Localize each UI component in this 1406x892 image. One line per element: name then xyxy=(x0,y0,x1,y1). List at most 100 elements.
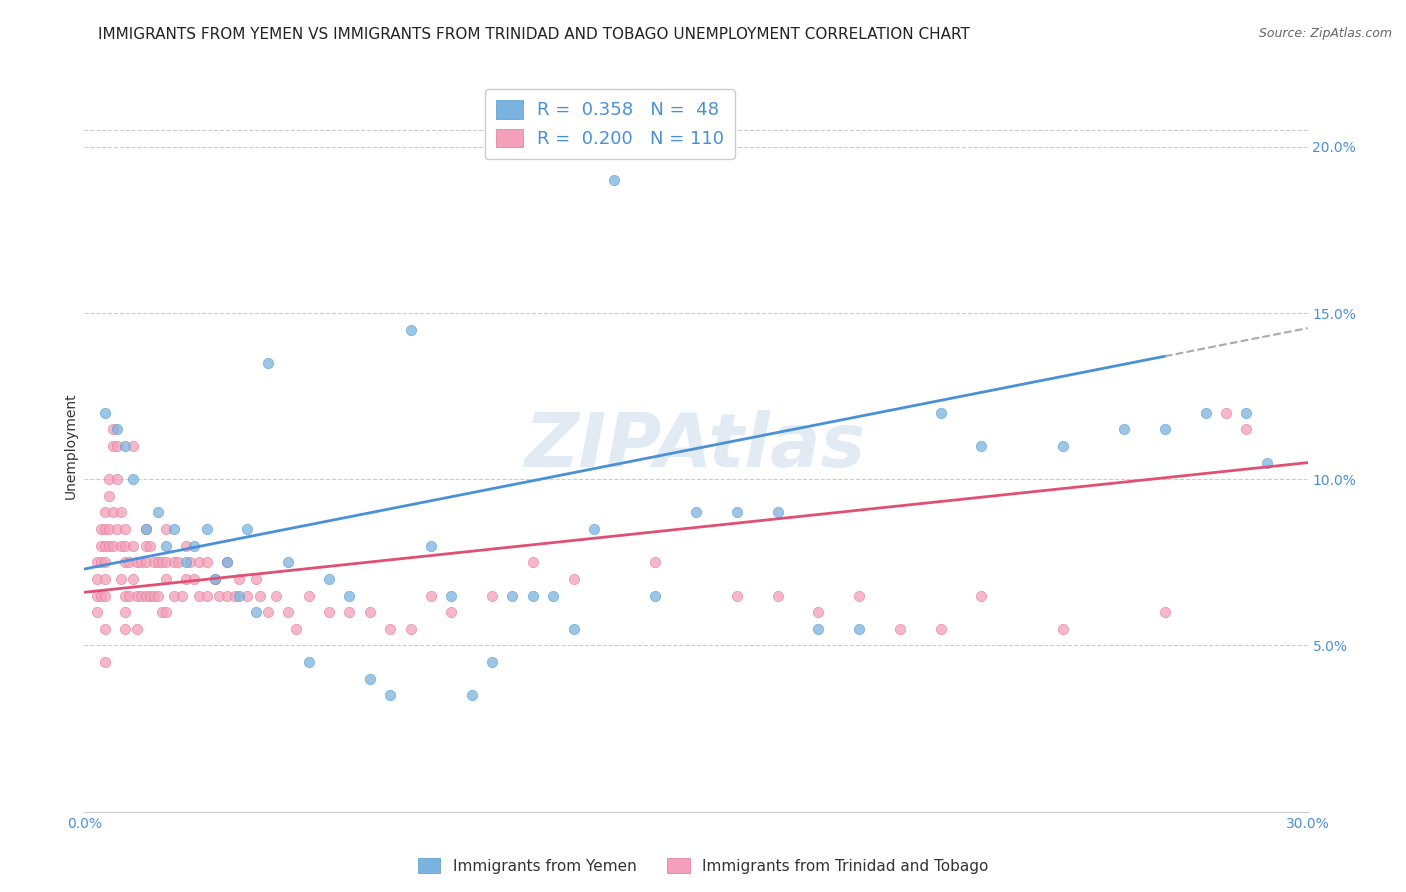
Point xyxy=(889,622,911,636)
Point xyxy=(1215,406,1237,420)
Point xyxy=(245,605,267,619)
Point xyxy=(97,472,120,486)
Point xyxy=(298,589,321,603)
Point xyxy=(1114,422,1136,436)
Point xyxy=(1256,456,1278,470)
Point xyxy=(90,589,112,603)
Point xyxy=(725,589,748,603)
Point xyxy=(380,689,402,703)
Point xyxy=(93,539,115,553)
Point xyxy=(583,522,606,536)
Point xyxy=(183,539,205,553)
Point xyxy=(122,472,145,486)
Point xyxy=(101,439,124,453)
Point xyxy=(150,605,173,619)
Point xyxy=(970,439,993,453)
Point xyxy=(118,555,141,569)
Point xyxy=(110,539,132,553)
Point xyxy=(86,589,108,603)
Point xyxy=(131,555,153,569)
Point xyxy=(257,605,280,619)
Y-axis label: Unemployment: Unemployment xyxy=(63,392,77,500)
Point xyxy=(224,589,246,603)
Point xyxy=(359,672,381,686)
Point xyxy=(420,589,443,603)
Point xyxy=(1236,406,1258,420)
Point xyxy=(90,555,112,569)
Point xyxy=(150,555,173,569)
Point xyxy=(970,589,993,603)
Point xyxy=(122,572,145,586)
Point xyxy=(142,555,165,569)
Point xyxy=(138,589,160,603)
Point xyxy=(217,589,239,603)
Point xyxy=(285,622,308,636)
Point xyxy=(174,539,197,553)
Point xyxy=(110,572,132,586)
Point xyxy=(114,605,136,619)
Point xyxy=(163,522,186,536)
Point xyxy=(93,622,115,636)
Point xyxy=(807,605,830,619)
Point xyxy=(187,555,209,569)
Point xyxy=(1195,406,1218,420)
Point xyxy=(131,589,153,603)
Point xyxy=(155,555,177,569)
Point xyxy=(135,522,157,536)
Text: ZIPAtlas: ZIPAtlas xyxy=(526,409,866,483)
Point xyxy=(135,539,157,553)
Point xyxy=(93,589,115,603)
Point xyxy=(264,589,287,603)
Point xyxy=(101,422,124,436)
Point xyxy=(105,422,128,436)
Point xyxy=(204,572,226,586)
Point xyxy=(101,539,124,553)
Point xyxy=(339,589,361,603)
Point xyxy=(502,589,524,603)
Point xyxy=(86,605,108,619)
Point xyxy=(562,622,585,636)
Point xyxy=(195,522,218,536)
Point xyxy=(127,622,149,636)
Point xyxy=(420,539,443,553)
Legend: R =  0.358   N =  48, R =  0.200   N = 110: R = 0.358 N = 48, R = 0.200 N = 110 xyxy=(485,89,735,159)
Point xyxy=(217,555,239,569)
Point xyxy=(929,622,952,636)
Point xyxy=(93,506,115,520)
Point xyxy=(93,522,115,536)
Point xyxy=(481,655,503,669)
Point xyxy=(1236,422,1258,436)
Point xyxy=(105,439,128,453)
Point xyxy=(127,589,149,603)
Point xyxy=(318,605,340,619)
Point xyxy=(155,572,177,586)
Point xyxy=(155,522,177,536)
Point xyxy=(114,439,136,453)
Point xyxy=(848,589,870,603)
Point xyxy=(644,589,666,603)
Point xyxy=(766,506,789,520)
Point xyxy=(204,572,226,586)
Point xyxy=(97,522,120,536)
Point xyxy=(105,472,128,486)
Point xyxy=(848,622,870,636)
Point xyxy=(114,539,136,553)
Point xyxy=(298,655,321,669)
Point xyxy=(399,323,422,337)
Point xyxy=(90,522,112,536)
Point xyxy=(172,589,194,603)
Point xyxy=(93,555,115,569)
Point xyxy=(807,622,830,636)
Point xyxy=(725,506,748,520)
Point xyxy=(90,539,112,553)
Point xyxy=(195,555,218,569)
Point xyxy=(114,522,136,536)
Point xyxy=(1052,439,1074,453)
Point xyxy=(257,356,280,370)
Point xyxy=(174,572,197,586)
Point xyxy=(174,555,197,569)
Point xyxy=(440,605,463,619)
Point xyxy=(522,589,544,603)
Point xyxy=(1154,422,1177,436)
Point xyxy=(399,622,422,636)
